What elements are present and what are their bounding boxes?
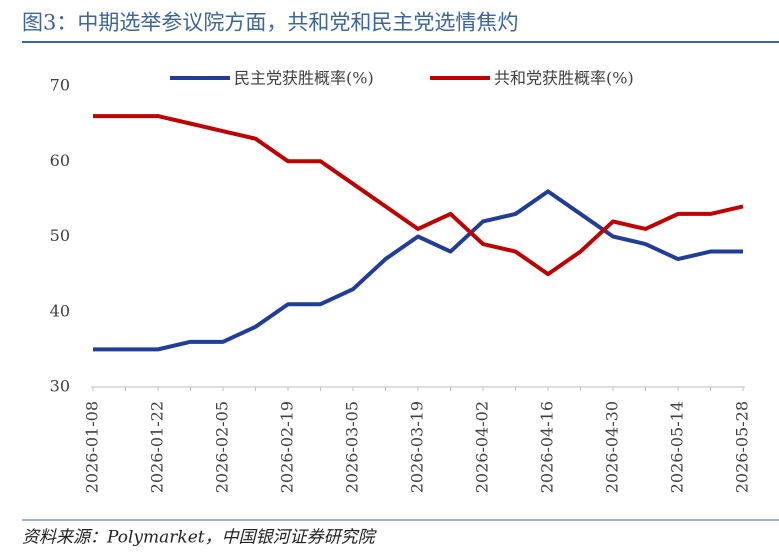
x-tick-label: 2026-05-28 [733,401,752,493]
x-tick-label: 2026-04-16 [538,401,557,493]
y-tick-label: 70 [50,76,70,95]
source: 资料来源：Polymarket，中国银河证券研究院 [22,528,378,548]
series-line [93,114,744,277]
x-tick-label: 2026-03-19 [408,401,427,493]
x-tick-label: 2026-04-30 [603,401,622,493]
legend-label: 民主党获胜概率(%) [234,69,374,88]
y-tick-label: 60 [50,151,70,170]
x-tick-label: 2026-04-02 [473,401,492,493]
y-tick-label: 40 [50,301,70,320]
y-tick-label: 30 [50,377,70,396]
series-line [93,189,743,352]
x-tick-label: 2026-01-22 [148,401,167,493]
legend-label: 共和党获胜概率(%) [494,69,634,88]
y-tick-label: 50 [50,226,70,245]
x-tick-label: 2026-03-05 [343,401,362,493]
chart-title: 图3：中期选举参议院方面，共和党和民主党选情焦灼 [22,11,518,35]
x-tick-label: 2026-02-19 [278,401,297,493]
x-tick-label: 2026-05-14 [668,401,687,493]
x-tick-label: 2026-02-05 [213,401,232,493]
x-tick-label: 2026-01-08 [83,401,102,493]
